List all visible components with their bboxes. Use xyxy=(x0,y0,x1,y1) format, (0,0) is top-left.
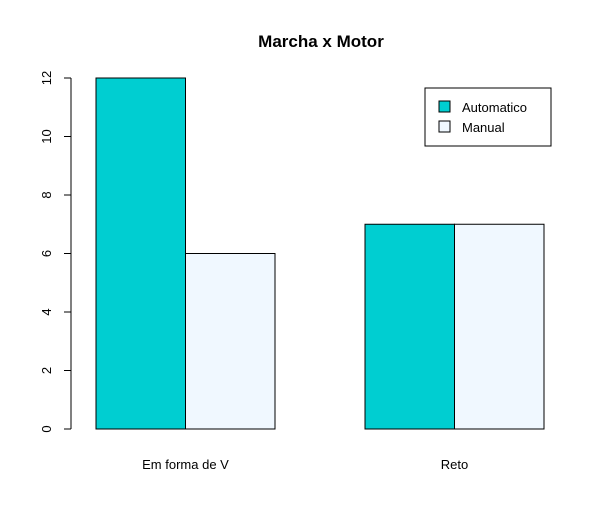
y-tick-label: 8 xyxy=(39,191,54,198)
y-tick-label: 10 xyxy=(39,129,54,143)
category-labels: Em forma de V Reto xyxy=(142,457,468,472)
bar-manual-1 xyxy=(454,223,545,430)
category-label: Em forma de V xyxy=(142,457,229,472)
legend-label: Automatico xyxy=(462,100,527,115)
y-tick-label: 12 xyxy=(39,71,54,85)
y-tick-label: 4 xyxy=(39,308,54,315)
y-tick-label: 0 xyxy=(39,425,54,432)
chart-title: Marcha x Motor xyxy=(258,32,384,51)
legend-swatch-automatico xyxy=(438,100,451,113)
legend-label: Manual xyxy=(462,120,505,135)
legend: Automatico Manual xyxy=(424,87,552,147)
bar-manual-0 xyxy=(185,253,276,430)
category-label: Reto xyxy=(441,457,468,472)
legend-swatch-manual xyxy=(438,120,451,133)
y-tick-label: 6 xyxy=(39,250,54,257)
y-axis: 0 2 4 6 8 10 12 xyxy=(39,71,72,433)
y-tick-label: 2 xyxy=(39,367,54,374)
bar-automatico-0 xyxy=(95,77,186,430)
bars xyxy=(95,77,545,430)
legend-box xyxy=(424,87,552,147)
bar-automatico-1 xyxy=(364,223,455,430)
